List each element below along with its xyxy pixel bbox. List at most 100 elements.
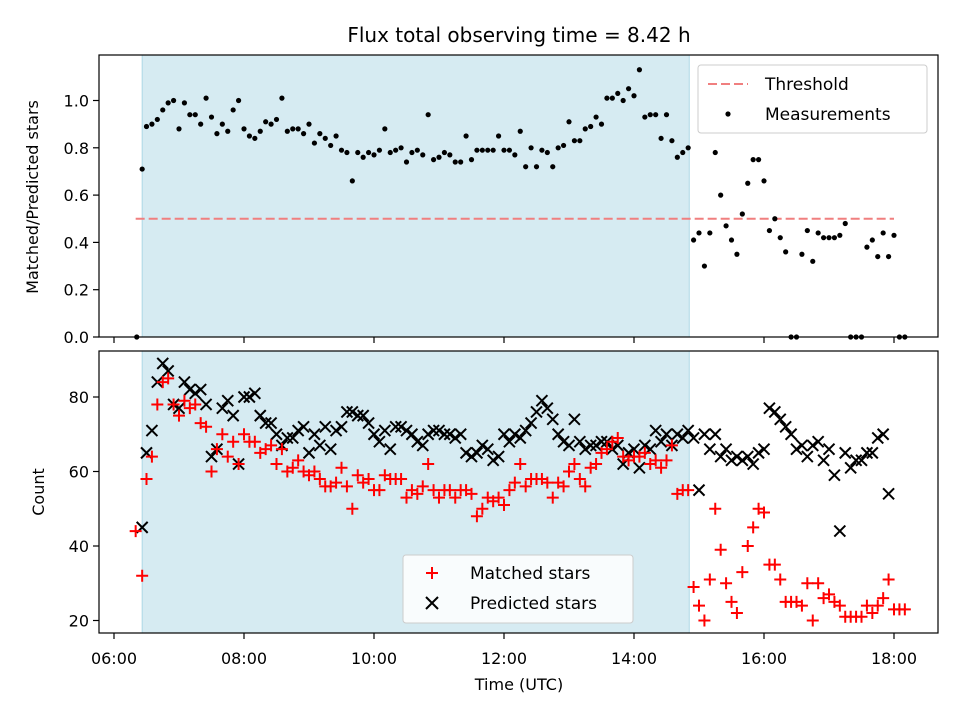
matched-point (465, 487, 478, 500)
matched-point (189, 398, 202, 411)
measurement-point (712, 149, 718, 156)
predicted-point (627, 442, 641, 456)
predicted-point (579, 442, 592, 456)
measurement-point (192, 112, 198, 118)
predicted-point (871, 431, 884, 445)
predicted-point (400, 424, 413, 437)
matched-point (833, 599, 846, 612)
predicted-point (514, 431, 527, 445)
top-axes-frame (98, 54, 939, 338)
y-tick-label: 80 (69, 388, 89, 407)
measurement-point (810, 258, 816, 264)
matched-point (411, 487, 424, 500)
predicted-point (302, 446, 316, 460)
matched-point (768, 558, 781, 571)
measurement-point (371, 152, 377, 158)
measurement-point (181, 100, 188, 106)
measurement-point (430, 157, 437, 163)
matched-point (351, 469, 364, 482)
predicted-point (779, 420, 792, 434)
predicted-point (145, 424, 159, 437)
predicted-point (638, 439, 652, 452)
measurement-point (647, 112, 653, 118)
predicted-point (660, 428, 673, 441)
bottom-panel: 20 40 60 80 06:00 08:00 10:00 12:00 14:00 16:00 1… (29, 350, 939, 694)
predicted-point (432, 424, 446, 437)
matched-points (129, 372, 911, 627)
measurement-point (311, 140, 318, 146)
measurement-point (333, 133, 339, 139)
matched-point (308, 465, 321, 478)
measurement-point (891, 232, 897, 238)
measurement-point (604, 95, 610, 101)
measurement-point (685, 145, 691, 151)
measurement-point (653, 112, 659, 118)
measurement-point (501, 147, 507, 153)
matched-point (200, 420, 213, 433)
predicted-point (243, 390, 256, 404)
measurement-point (528, 145, 534, 151)
matched-point (682, 484, 695, 497)
predicted-point (849, 454, 863, 467)
predicted-point (811, 435, 825, 448)
matched-point (898, 603, 911, 616)
predicted-point (178, 375, 191, 389)
predicted-point (562, 439, 576, 452)
predicted-point (752, 446, 765, 460)
predicted-point (221, 394, 234, 407)
predicted-point (362, 416, 375, 430)
measurement-point (268, 121, 274, 127)
matched-point (720, 577, 733, 590)
matched-point (443, 484, 456, 497)
measurement-point (328, 142, 334, 149)
top-legend-box (697, 64, 928, 134)
predicted-point (541, 401, 554, 415)
measurement-point (452, 159, 458, 165)
predicted-point (692, 483, 706, 497)
bottom-x-ticks: 06:00 08:00 10:00 12:00 14:00 16:00 18:00 (91, 633, 917, 668)
y-tick-label: 0.8 (64, 139, 89, 158)
predicted-point (454, 428, 467, 441)
matched-point (330, 476, 343, 489)
matched-point (860, 599, 873, 612)
measurement-point (349, 178, 355, 184)
measurement-point (750, 157, 756, 163)
predicted-point (411, 435, 424, 448)
predicted-point (866, 446, 879, 460)
matched-point (747, 521, 760, 534)
measurement-point (263, 119, 269, 125)
measurement-point (674, 154, 680, 160)
measurement-point (609, 95, 615, 101)
measurement-point (875, 253, 881, 260)
predicted-point (568, 413, 581, 426)
measurement-point (707, 230, 713, 236)
measurement-point (225, 128, 231, 134)
measurement-point (246, 133, 253, 139)
measurement-point (506, 147, 513, 153)
predicted-point (378, 424, 392, 437)
matched-point (238, 428, 250, 441)
matched-point (519, 480, 532, 493)
predicted-point (546, 413, 559, 426)
predicted-point (492, 450, 505, 463)
measurement-point (403, 159, 410, 165)
predicted-point (741, 450, 754, 463)
measurement-point (799, 251, 805, 257)
measurement-point (252, 135, 258, 141)
predicted-points (135, 357, 895, 538)
predicted-point (373, 435, 386, 448)
predicted-point (161, 364, 175, 378)
matched-point (167, 398, 180, 411)
measurement-point (523, 164, 529, 170)
measurement-point (165, 100, 171, 106)
matched-point (823, 588, 835, 601)
predicted-point (795, 439, 809, 452)
predicted-point (860, 446, 874, 460)
predicted-point (226, 409, 240, 422)
measurement-point (755, 157, 762, 163)
measurement-point (317, 131, 323, 137)
measurement-point (160, 107, 166, 113)
predicted-point (465, 450, 478, 463)
matched-point (774, 573, 787, 586)
measurement-point (642, 114, 648, 120)
